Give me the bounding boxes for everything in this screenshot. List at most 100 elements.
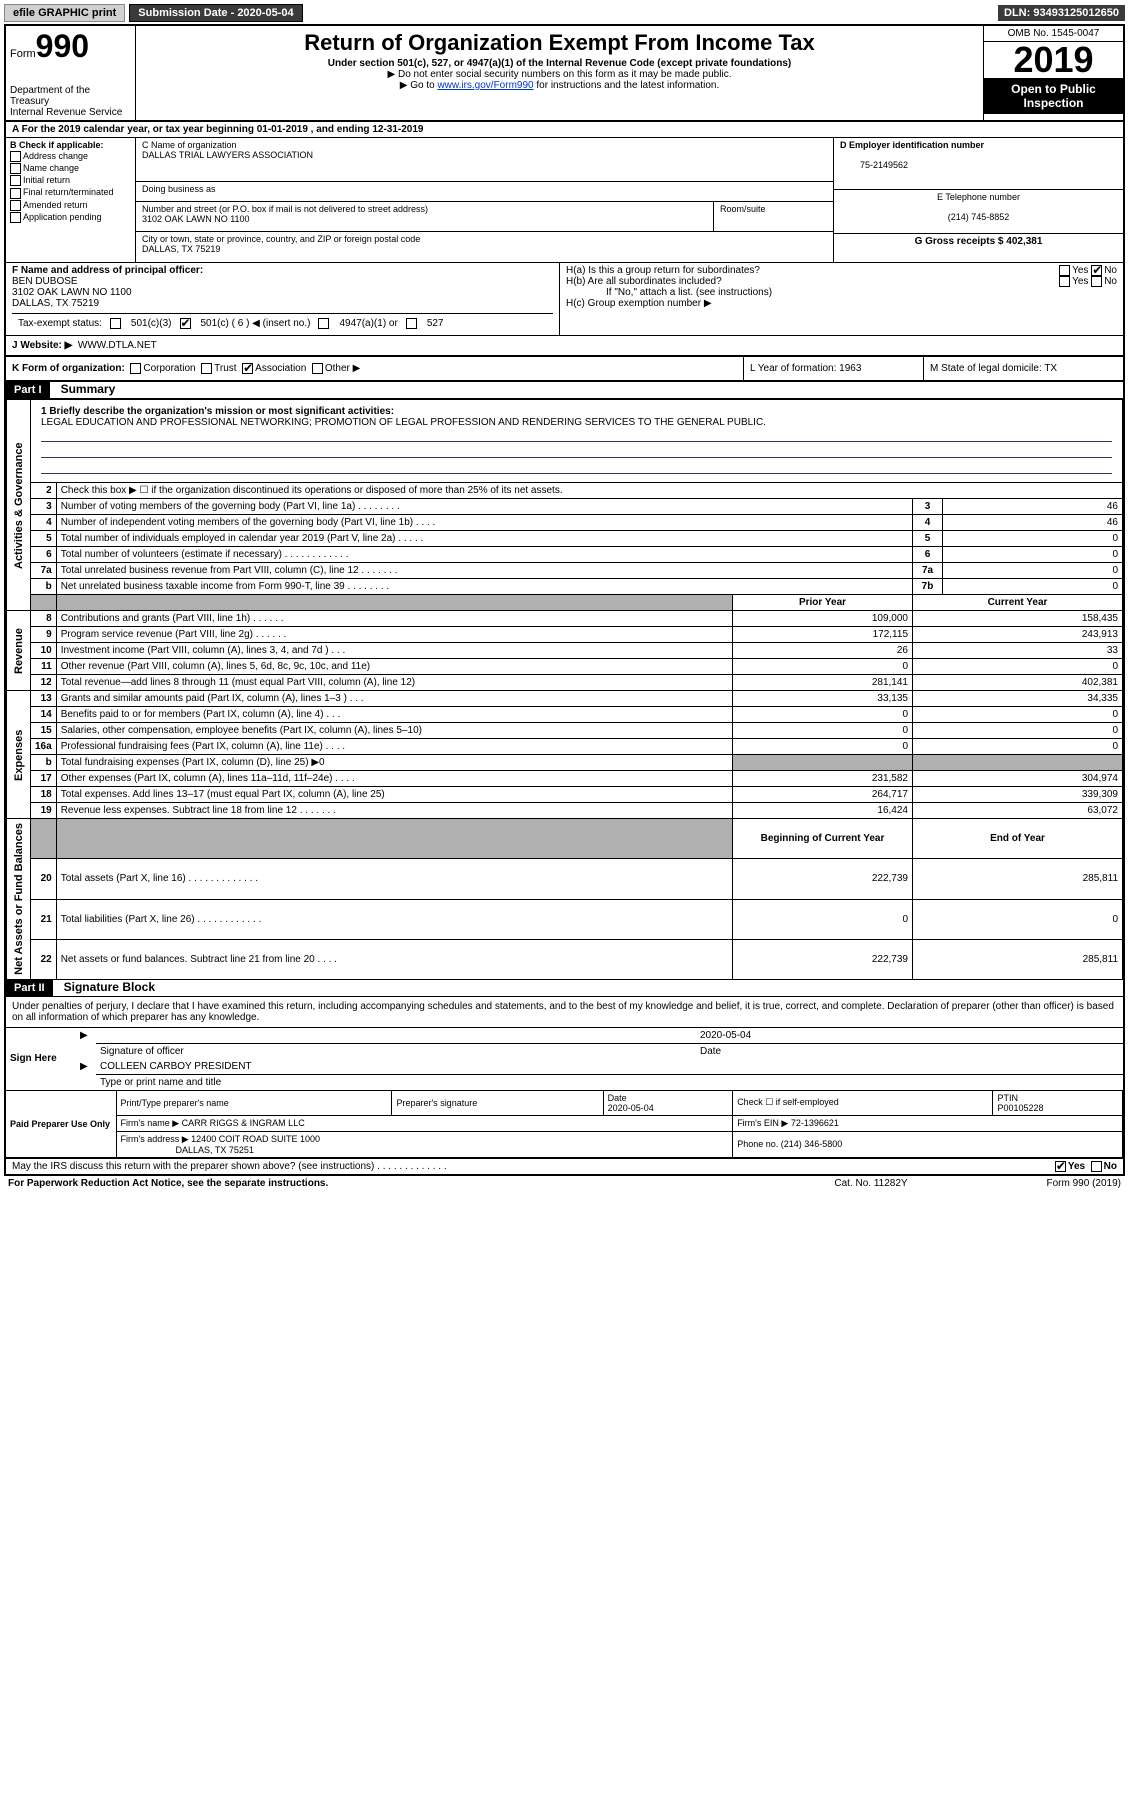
- check-initial-return[interactable]: [10, 175, 21, 186]
- line-13c: 34,335: [913, 691, 1123, 707]
- label-final-return: Final return/terminated: [23, 187, 114, 197]
- line-14d: Benefits paid to or for members (Part IX…: [56, 707, 732, 723]
- f-addr2: DALLAS, TX 75219: [12, 298, 99, 309]
- line-14n: 14: [31, 707, 57, 723]
- line-10n: 10: [31, 643, 57, 659]
- check-assoc[interactable]: [242, 363, 253, 374]
- line-16bp: [733, 755, 913, 771]
- line-11n: 11: [31, 659, 57, 675]
- firm-ein: 72-1396621: [791, 1118, 839, 1128]
- website-value: WWW.DTLA.NET: [78, 340, 157, 351]
- col-end: End of Year: [913, 819, 1123, 859]
- col-current: Current Year: [913, 595, 1123, 611]
- note-goto-post: for instructions and the latest informat…: [534, 80, 720, 91]
- discuss-no[interactable]: [1091, 1161, 1102, 1172]
- line-17c: 304,974: [913, 771, 1123, 787]
- sig-type-label: Type or print name and title: [96, 1074, 1123, 1090]
- part1-header: Part I: [6, 382, 50, 398]
- line-10c: 33: [913, 643, 1123, 659]
- hb-no[interactable]: [1091, 276, 1102, 287]
- ha-no[interactable]: [1091, 265, 1102, 276]
- discuss-yes[interactable]: [1055, 1161, 1066, 1172]
- ha-yes[interactable]: [1059, 265, 1070, 276]
- city-label: City or town, state or province, country…: [142, 234, 420, 244]
- phone-value: (214) 346-5800: [781, 1139, 843, 1149]
- dba-label: Doing business as: [142, 184, 216, 194]
- ha-no-label: No: [1104, 265, 1117, 276]
- sign-here-table: Sign Here ▶ 2020-05-04 Signature of offi…: [6, 1028, 1123, 1090]
- line-22d: Net assets or fund balances. Subtract li…: [56, 939, 732, 979]
- section-m: M State of legal domicile: TX: [923, 357, 1123, 380]
- line-3d: Number of voting members of the governin…: [56, 499, 912, 515]
- efile-button[interactable]: efile GRAPHIC print: [4, 4, 125, 22]
- line-11c: 0: [913, 659, 1123, 675]
- check-other[interactable]: [312, 363, 323, 374]
- line-15c: 0: [913, 723, 1123, 739]
- line-16an: 16a: [31, 739, 57, 755]
- check-527[interactable]: [406, 318, 417, 329]
- line-22c: 285,811: [913, 939, 1123, 979]
- prep-date: 2020-05-04: [608, 1103, 654, 1113]
- check-final-return[interactable]: [10, 188, 21, 199]
- line-21n: 21: [31, 899, 57, 939]
- submission-date-button[interactable]: Submission Date - 2020-05-04: [129, 4, 302, 22]
- line-14c: 0: [913, 707, 1123, 723]
- line-18n: 18: [31, 787, 57, 803]
- vert-ag: Activities & Governance: [7, 400, 31, 611]
- line-18d: Total expenses. Add lines 13–17 (must eq…: [56, 787, 732, 803]
- check-4947[interactable]: [318, 318, 329, 329]
- sig-officer-label: Signature of officer: [96, 1043, 696, 1059]
- hb-yes-label: Yes: [1072, 276, 1088, 287]
- note-goto-pre: ▶ Go to: [400, 80, 438, 91]
- ptin-label: PTIN: [997, 1093, 1018, 1103]
- ptin-value: P00105228: [997, 1103, 1043, 1113]
- label-initial-return: Initial return: [23, 175, 70, 185]
- line-19d: Revenue less expenses. Subtract line 18 …: [56, 803, 732, 819]
- line-9p: 172,115: [733, 627, 913, 643]
- check-address-change[interactable]: [10, 151, 21, 162]
- line-12c: 402,381: [913, 675, 1123, 691]
- line-21d: Total liabilities (Part X, line 26) . . …: [56, 899, 732, 939]
- check-amended[interactable]: [10, 200, 21, 211]
- opt-assoc: Association: [255, 363, 306, 374]
- check-trust[interactable]: [201, 363, 212, 374]
- line-20d: Total assets (Part X, line 16) . . . . .…: [56, 859, 732, 899]
- irs-link[interactable]: www.irs.gov/Form990: [437, 80, 533, 91]
- opt-corp: Corporation: [143, 363, 195, 374]
- line-14p: 0: [733, 707, 913, 723]
- prep-name-label: Print/Type preparer's name: [116, 1090, 392, 1115]
- line-3c: 3: [913, 499, 943, 515]
- org-name-label: C Name of organization: [142, 140, 237, 150]
- vert-rev: Revenue: [7, 611, 31, 691]
- header-right: OMB No. 1545-0047 2019 Open to PublicIns…: [983, 26, 1123, 120]
- line-7bv: 0: [943, 579, 1123, 595]
- prep-date-label: Date: [608, 1093, 627, 1103]
- line-17p: 231,582: [733, 771, 913, 787]
- line-22n: 22: [31, 939, 57, 979]
- check-501c3[interactable]: [110, 318, 121, 329]
- check-corp[interactable]: [130, 363, 141, 374]
- tel-label: E Telephone number: [937, 192, 1020, 202]
- label-amended: Amended return: [23, 200, 88, 210]
- q2-text: Check this box ▶ ☐ if the organization d…: [56, 483, 1122, 499]
- open-pub-2: Inspection: [1023, 96, 1083, 110]
- line-8n: 8: [31, 611, 57, 627]
- part1-title: Summary: [53, 382, 116, 396]
- line-4v: 46: [943, 515, 1123, 531]
- check-501c[interactable]: [180, 318, 191, 329]
- website-label: J Website: ▶: [12, 340, 72, 351]
- hb-yes[interactable]: [1059, 276, 1070, 287]
- check-pending[interactable]: [10, 212, 21, 223]
- section-k: K Form of organization: Corporation Trus…: [6, 357, 743, 380]
- line-11d: Other revenue (Part VIII, column (A), li…: [56, 659, 732, 675]
- opt-4947: 4947(a)(1) or: [339, 318, 397, 329]
- line-18p: 264,717: [733, 787, 913, 803]
- line-2: 2: [31, 483, 57, 499]
- line-7ad: Total unrelated business revenue from Pa…: [56, 563, 912, 579]
- form-label: Form: [10, 48, 36, 60]
- line-9n: 9: [31, 627, 57, 643]
- footer-left: For Paperwork Reduction Act Notice, see …: [8, 1178, 771, 1189]
- opt-other: Other ▶: [325, 363, 360, 374]
- line-4n: 4: [31, 515, 57, 531]
- check-name-change[interactable]: [10, 163, 21, 174]
